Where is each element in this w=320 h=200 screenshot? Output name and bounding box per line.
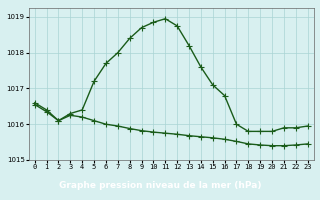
Text: Graphe pression niveau de la mer (hPa): Graphe pression niveau de la mer (hPa) [59,181,261,190]
